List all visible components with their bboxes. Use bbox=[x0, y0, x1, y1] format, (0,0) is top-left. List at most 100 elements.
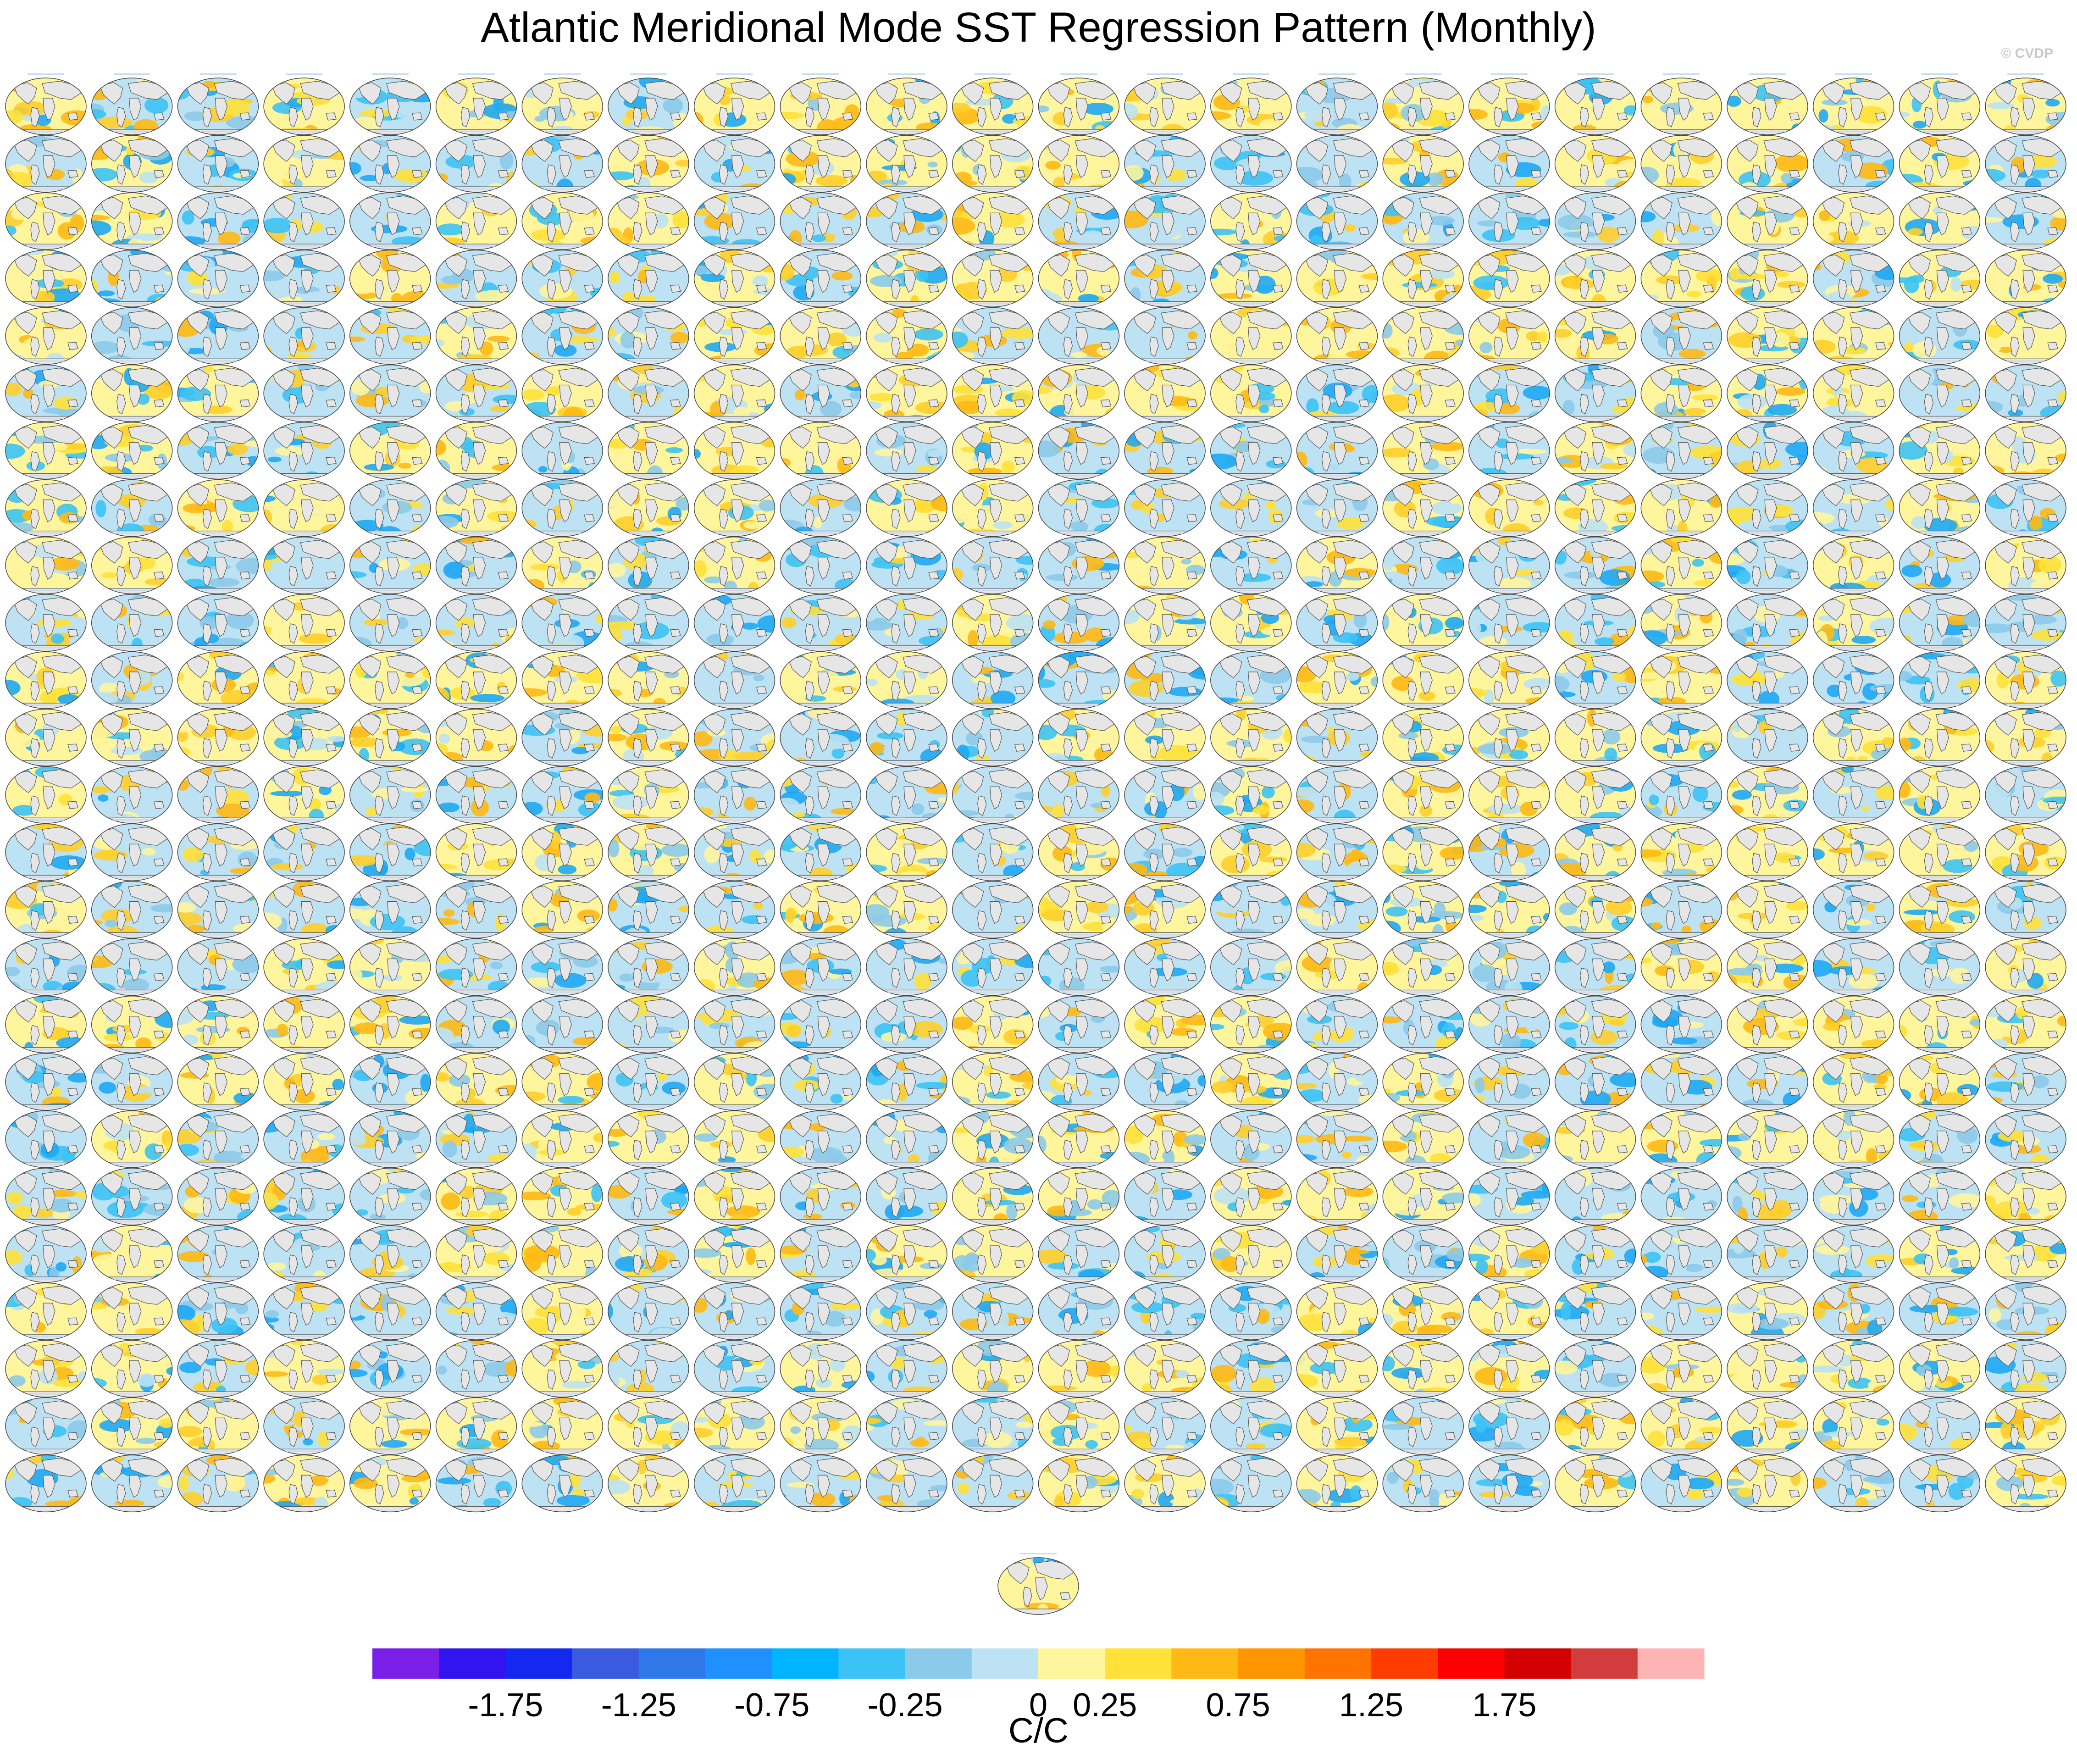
map-panel-r21-c4 bbox=[263, 1221, 345, 1283]
colorbar-box bbox=[705, 1648, 772, 1679]
map-panel-r25-c23 bbox=[1899, 1450, 1981, 1513]
map-panel-r24-c19 bbox=[1554, 1393, 1636, 1455]
map-panel-r12-c13 bbox=[1038, 704, 1120, 766]
map-panel-r2-c2 bbox=[91, 131, 173, 193]
map-panel-r11-c13 bbox=[1038, 647, 1120, 709]
colorbar-box bbox=[838, 1648, 906, 1679]
map-panel-r20-c10 bbox=[780, 1163, 862, 1226]
map-panel-r12-c19 bbox=[1554, 704, 1636, 766]
map-panel-r4-c23 bbox=[1899, 245, 1981, 308]
map-panel-r7-c13 bbox=[1038, 417, 1120, 480]
map-panel-r1-c24 bbox=[1985, 73, 2066, 135]
map-panel-r14-c10 bbox=[780, 819, 862, 882]
map-panel-r25-c22 bbox=[1812, 1450, 1894, 1513]
map-panel-r16-c14 bbox=[1124, 934, 1206, 996]
map-panel-r4-c5 bbox=[349, 245, 431, 308]
map-panel-r5-c2 bbox=[91, 303, 173, 365]
map-panel-r1-c12 bbox=[952, 73, 1034, 135]
map-panel-r25-c19 bbox=[1554, 1450, 1636, 1513]
map-panel-r19-c8 bbox=[608, 1106, 689, 1168]
map-panel-r24-c3 bbox=[177, 1393, 259, 1455]
map-panel-r2-c1 bbox=[5, 131, 87, 193]
map-panel-r3-c7 bbox=[521, 188, 603, 250]
map-panel-r21-c14 bbox=[1124, 1221, 1206, 1283]
map-panel-r17-c5 bbox=[349, 991, 431, 1054]
map-panel-r18-c17 bbox=[1382, 1048, 1464, 1111]
map-panel-r23-c10 bbox=[780, 1336, 862, 1398]
map-panel-r24-c4 bbox=[263, 1393, 345, 1455]
map-panel-r14-c18 bbox=[1468, 819, 1550, 882]
map-panel-r1-c22 bbox=[1812, 73, 1894, 135]
map-panel-r23-c8 bbox=[608, 1336, 689, 1398]
map-panel-r20-c15 bbox=[1210, 1163, 1292, 1226]
map-panel-r5-c13 bbox=[1038, 303, 1120, 365]
map-panel-r6-c6 bbox=[435, 360, 517, 422]
map-panel-r24-c15 bbox=[1210, 1393, 1292, 1455]
map-panel-r18-c16 bbox=[1296, 1048, 1378, 1111]
map-panel-r10-c10 bbox=[780, 589, 862, 652]
map-panel-r4-c4 bbox=[263, 245, 345, 308]
map-panel-r3-c23 bbox=[1899, 188, 1981, 250]
map-panel-r1-c16 bbox=[1296, 73, 1378, 135]
map-panel-r11-c17 bbox=[1382, 647, 1464, 709]
map-panel-r1-c3 bbox=[177, 73, 259, 135]
map-panel-r6-c1 bbox=[5, 360, 87, 422]
map-panel-r25-c11 bbox=[866, 1450, 947, 1513]
map-panel-r25-c24 bbox=[1985, 1450, 2066, 1513]
map-panel-r25-c4 bbox=[263, 1450, 345, 1513]
map-panel-r1-c9 bbox=[693, 73, 775, 135]
map-panel-r16-c12 bbox=[952, 934, 1034, 996]
map-panel-r25-c12 bbox=[952, 1450, 1034, 1513]
map-panel-r10-c4 bbox=[263, 589, 345, 652]
map-panel-r3-c4 bbox=[263, 188, 345, 250]
map-panel-r9-c19 bbox=[1554, 532, 1636, 594]
map-panel-r6-c16 bbox=[1296, 360, 1378, 422]
map-panel-r22-c9 bbox=[693, 1278, 775, 1340]
map-panel-r12-c15 bbox=[1210, 704, 1292, 766]
map-panel-r10-c8 bbox=[608, 589, 689, 652]
map-panel-r2-c23 bbox=[1899, 131, 1981, 193]
map-panel-r14-c17 bbox=[1382, 819, 1464, 882]
map-panel-r4-c2 bbox=[91, 245, 173, 308]
map-panel-r4-c8 bbox=[608, 245, 689, 308]
map-panel-r3-c17 bbox=[1382, 188, 1464, 250]
map-panel-r9-c21 bbox=[1727, 532, 1808, 594]
map-panel-r20-c1 bbox=[5, 1163, 87, 1226]
map-panel-r16-c5 bbox=[349, 934, 431, 996]
map-panel-r5-c11 bbox=[866, 303, 947, 365]
map-panel-r13-c7 bbox=[521, 762, 603, 824]
map-panel-r18-c12 bbox=[952, 1048, 1034, 1111]
map-panel-r12-c8 bbox=[608, 704, 689, 766]
map-panel-r23-c5 bbox=[349, 1336, 431, 1398]
map-panel-r16-c9 bbox=[693, 934, 775, 996]
map-panel-r6-c7 bbox=[521, 360, 603, 422]
map-panel-r25-c3 bbox=[177, 1450, 259, 1513]
map-panel-r19-c10 bbox=[780, 1106, 862, 1168]
map-panel-r10-c19 bbox=[1554, 589, 1636, 652]
map-panel-r22-c5 bbox=[349, 1278, 431, 1340]
map-panel-r24-c16 bbox=[1296, 1393, 1378, 1455]
map-panel-r4-c1 bbox=[5, 245, 87, 308]
map-panel-r21-c17 bbox=[1382, 1221, 1464, 1283]
map-panel-r12-c5 bbox=[349, 704, 431, 766]
colorbar-box bbox=[772, 1648, 839, 1679]
map-panel-r7-c7 bbox=[521, 417, 603, 480]
map-panel-r1-c13 bbox=[1038, 73, 1120, 135]
map-panel-r20-c16 bbox=[1296, 1163, 1378, 1226]
map-panel-r13-c23 bbox=[1899, 762, 1981, 824]
map-panel-r20-c17 bbox=[1382, 1163, 1464, 1226]
map-panel-r4-c18 bbox=[1468, 245, 1550, 308]
map-panel-r13-c6 bbox=[435, 762, 517, 824]
map-panel-r24-c12 bbox=[952, 1393, 1034, 1455]
map-panel-r3-c8 bbox=[608, 188, 689, 250]
map-panel-r9-c3 bbox=[177, 532, 259, 594]
map-panel-r22-c1 bbox=[5, 1278, 87, 1340]
map-panel-r25-c5 bbox=[349, 1450, 431, 1513]
map-panel-r1-c10 bbox=[780, 73, 862, 135]
map-panel-r24-c21 bbox=[1727, 1393, 1808, 1455]
map-panel-r16-c19 bbox=[1554, 934, 1636, 996]
map-panel-r10-c13 bbox=[1038, 589, 1120, 652]
map-panel-r4-c3 bbox=[177, 245, 259, 308]
map-panel-r4-c10 bbox=[780, 245, 862, 308]
map-panel-r5-c4 bbox=[263, 303, 345, 365]
